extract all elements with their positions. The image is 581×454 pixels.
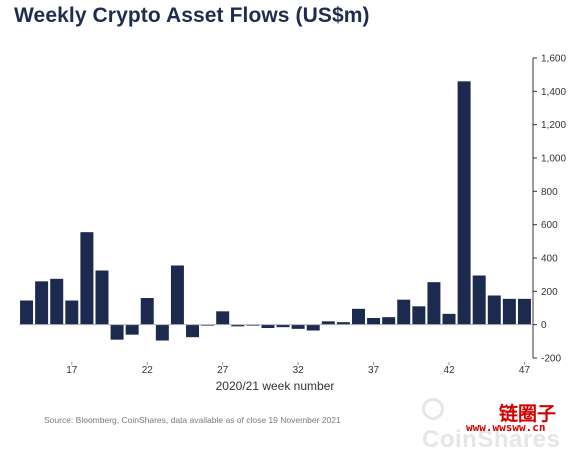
bar-week-30	[261, 324, 275, 328]
bar-week-27	[216, 311, 230, 325]
bar-week-25	[186, 324, 200, 338]
bar-week-14	[20, 300, 34, 325]
bar-week-34	[321, 321, 335, 325]
bar-week-39	[397, 299, 411, 325]
y-tick-label: 200	[541, 287, 558, 298]
bar-week-46	[502, 298, 516, 325]
bar-week-15	[35, 281, 49, 325]
y-tick-label: 0	[541, 320, 547, 331]
bar-week-42	[442, 313, 456, 325]
bar-week-44	[472, 275, 486, 325]
y-tick-label: 1,400	[541, 87, 566, 98]
x-tick-label: 42	[443, 365, 455, 376]
x-tick-label: 27	[217, 365, 229, 376]
bar-week-41	[427, 282, 441, 325]
y-tick-label: 1,600	[541, 54, 566, 65]
y-tick-label: 1,000	[541, 154, 566, 165]
coinshares-logo-icon	[422, 398, 444, 420]
bar-week-45	[487, 295, 501, 325]
x-tick-label: 37	[368, 365, 380, 376]
bars-group	[20, 81, 531, 341]
bar-week-17	[65, 300, 79, 325]
y-tick-label: 800	[541, 187, 558, 198]
y-axis-ticks: -200 0 200 400 600 800 1,000 1,200 1,400 1,600	[533, 54, 566, 365]
bar-week-31	[276, 324, 290, 328]
bar-week-24	[170, 265, 184, 325]
x-tick-label: 17	[66, 365, 78, 376]
source-note: Source: Bloomberg, CoinShares, data avai…	[44, 415, 341, 425]
x-tick-label: 32	[293, 365, 305, 376]
bar-week-43	[457, 81, 471, 325]
bar-week-20	[110, 324, 124, 340]
bar-week-33	[306, 324, 320, 331]
bar-week-19	[95, 270, 109, 325]
bar-week-16	[50, 278, 64, 325]
bar-week-36	[352, 308, 365, 325]
bar-week-35	[336, 322, 350, 325]
bar-week-47	[517, 298, 531, 325]
x-tick-label: 22	[142, 365, 154, 376]
bar-week-32	[291, 324, 305, 329]
bar-week-18	[80, 232, 94, 325]
y-tick-label: 400	[541, 254, 558, 265]
bar-week-40	[412, 306, 426, 325]
y-tick-label: 1,200	[541, 120, 566, 131]
bar-chart: -200 0 200 400 600 800 1,000 1,200 1,400 1,600 17…	[19, 54, 566, 393]
bar-week-38	[382, 317, 396, 325]
x-axis-ticks: 17 22 27 32 37 42 47	[66, 362, 530, 376]
x-axis-label: 2020/21 week number	[216, 379, 335, 393]
y-tick-label: -200	[541, 354, 561, 365]
x-tick-label: 47	[519, 365, 531, 376]
y-tick-label: 600	[541, 220, 558, 231]
site-stamp: 链圈子	[499, 403, 557, 425]
bar-week-37	[367, 318, 381, 325]
bar-week-29	[246, 324, 260, 326]
bar-week-28	[231, 324, 245, 327]
site-stamp-url: www.wwsww.cn	[466, 421, 546, 434]
bar-week-23	[155, 324, 169, 341]
bar-week-21	[125, 324, 139, 335]
chart-title: Weekly Crypto Asset Flows (US$m)	[14, 4, 370, 27]
bar-week-26	[201, 324, 215, 326]
bar-week-22	[140, 298, 154, 325]
